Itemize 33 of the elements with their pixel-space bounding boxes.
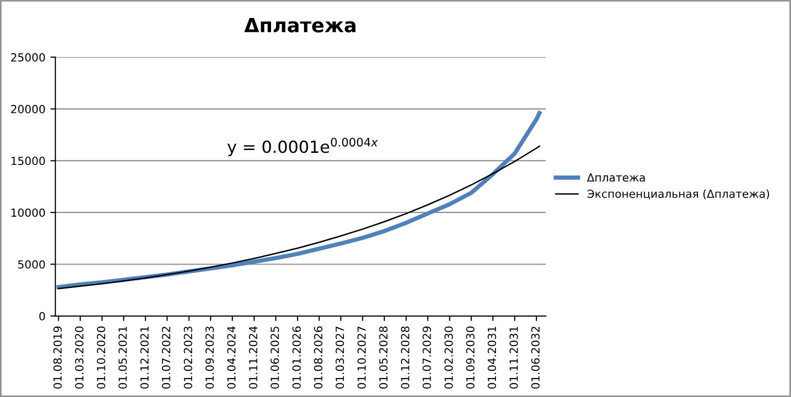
y-tick-label: 25000 xyxy=(11,53,45,62)
x-tick-label: 01.08.2026 xyxy=(314,326,322,389)
y-tick-label: 5000 xyxy=(18,260,45,269)
legend-label: Δплатежа xyxy=(586,173,645,182)
x-tick-label: 01.09.2030 xyxy=(466,326,474,389)
x-tick-label: 01.01.2026 xyxy=(292,326,301,389)
x-tick-label: 01.02.2023 xyxy=(184,326,192,389)
x-tick-label: 01.06.2032 xyxy=(531,326,540,389)
chart-title: Δплатежа xyxy=(244,18,356,32)
x-tick-label: 01.07.2029 xyxy=(422,326,431,389)
x-tick-label: 01.10.2020 xyxy=(96,326,106,389)
x-tick-label: 01.12.2021 xyxy=(140,326,149,389)
x-tick-label: 01.03.2020 xyxy=(75,326,84,389)
x-tick-label: 01.04.2024 xyxy=(227,326,236,389)
y-tick-label: 20000 xyxy=(11,104,45,114)
y-tick-label: 15000 xyxy=(12,156,45,166)
x-tick-label: 01.10.2027 xyxy=(357,326,366,389)
x-tick-label: 01.08.2019 xyxy=(53,326,62,389)
x-tick-label: 01.06.2025 xyxy=(270,326,279,389)
x-tick-label: 01.05.2028 xyxy=(379,326,388,389)
x-tick-label: 01.11.2024 xyxy=(248,326,258,389)
x-tick-label: 01.05.2021 xyxy=(118,326,127,389)
x-tick-label: 01.09.2023 xyxy=(205,326,214,389)
x-tick-label: 01.07.2022 xyxy=(162,326,170,389)
x-tick-label: 01.11.2031 xyxy=(510,326,518,389)
annotation: y = 0.0001e$^{0.0004x}$ xyxy=(228,138,378,156)
legend-label: Экспоненциальная (Δплатежа) xyxy=(588,189,770,200)
y-tick-label: 0 xyxy=(39,312,45,320)
x-tick-label: 01.04.2031 xyxy=(488,326,496,389)
y-tick-label: 10000 xyxy=(12,208,45,217)
x-tick-label: 01.12.2028 xyxy=(400,326,410,389)
x-tick-label: 01.02.2030 xyxy=(444,326,453,389)
x-tick-label: 01.03.2027 xyxy=(336,326,344,389)
